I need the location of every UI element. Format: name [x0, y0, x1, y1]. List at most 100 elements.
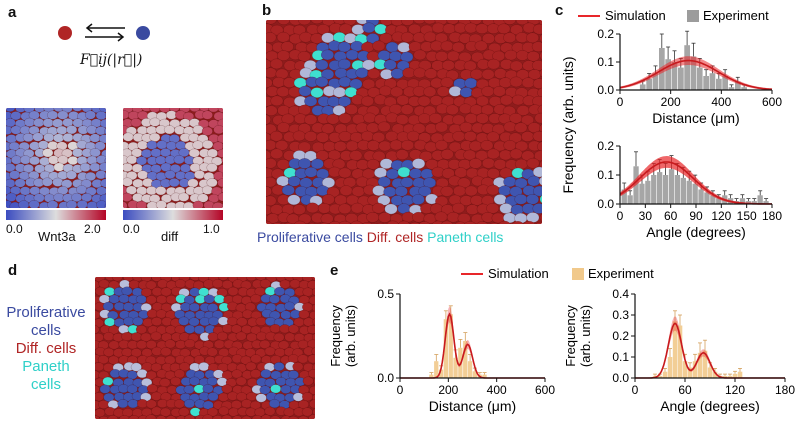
cell	[514, 177, 528, 189]
cell	[526, 50, 540, 62]
simulation-curve	[400, 312, 545, 379]
cell	[95, 126, 106, 136]
y-tick-label: 0.1	[612, 350, 629, 364]
legend-c: Simulation Experiment	[578, 8, 769, 23]
cell	[102, 301, 114, 311]
chart-angle-e: 0 60 120 180 0.0 0.1 0.2 0.3 0.4 Angle (degrees) F…	[565, 287, 795, 414]
cell	[42, 148, 54, 158]
cell	[304, 166, 318, 178]
histogram-bar	[429, 374, 434, 378]
cell	[213, 339, 225, 349]
cell	[344, 104, 359, 115]
cell	[304, 95, 318, 107]
cell	[266, 105, 278, 117]
simulation-band	[620, 56, 772, 90]
cell	[333, 140, 347, 152]
cell	[487, 58, 501, 70]
cell	[270, 58, 284, 70]
cell	[486, 184, 500, 196]
cell	[235, 331, 247, 341]
cell	[127, 399, 139, 409]
cell	[72, 108, 83, 112]
histogram-bar	[651, 175, 657, 204]
diff-field-map	[123, 108, 223, 208]
cell	[503, 20, 517, 25]
cell	[532, 130, 542, 142]
histogram-bar	[657, 172, 663, 204]
cell	[315, 59, 329, 71]
cell	[184, 339, 196, 349]
cell	[220, 186, 223, 194]
x-tick-label: 30	[639, 209, 653, 223]
cell	[212, 141, 223, 151]
cell	[297, 20, 312, 26]
x-tick-label: 200	[438, 383, 458, 397]
cell	[178, 316, 190, 326]
x-axis-title: Distance (μm)	[429, 398, 516, 414]
cell	[307, 354, 315, 364]
cell	[14, 178, 26, 188]
cell	[128, 415, 140, 419]
cell	[197, 193, 209, 203]
x-tick-label: 0	[397, 383, 404, 397]
cell	[509, 148, 523, 160]
cell	[293, 220, 307, 224]
cell	[372, 150, 386, 162]
wnt3a-colorbar-max: 2.0	[84, 222, 101, 236]
cell	[311, 333, 315, 342]
cell	[445, 104, 459, 116]
histogram-bar	[438, 369, 444, 378]
cell	[104, 202, 106, 208]
cell	[504, 49, 518, 61]
cell	[539, 51, 542, 60]
cell	[201, 185, 213, 195]
histogram-bar	[672, 321, 678, 378]
histogram-bar	[434, 361, 439, 378]
cell	[206, 347, 218, 357]
cell	[350, 220, 363, 224]
cell	[503, 32, 517, 44]
cell	[99, 384, 111, 394]
double-arrow-icon	[85, 23, 125, 42]
cell	[385, 41, 399, 53]
histogram-bar	[463, 341, 468, 378]
cell	[423, 20, 437, 25]
cell	[418, 185, 432, 197]
cell	[163, 125, 175, 135]
cell	[95, 384, 100, 394]
ylabel-c: Frequency (arb. units)	[560, 57, 576, 194]
cell	[221, 156, 223, 164]
cell	[221, 202, 223, 208]
cell	[266, 123, 277, 135]
cell	[65, 170, 77, 180]
cell	[283, 407, 295, 417]
cell	[235, 376, 247, 386]
cell	[503, 121, 517, 133]
diff-colorbar-min: 0.0	[123, 222, 140, 236]
histogram-bar	[703, 76, 709, 90]
cell	[377, 176, 391, 188]
histogram-bar	[639, 84, 646, 90]
cell	[440, 40, 454, 52]
cell	[32, 132, 44, 142]
cell	[292, 130, 306, 142]
cell	[56, 125, 68, 135]
cell	[538, 176, 542, 186]
cell	[137, 170, 149, 180]
cell	[245, 277, 257, 282]
cell	[266, 114, 272, 125]
cell	[464, 221, 476, 224]
x-tick-label: 120	[711, 209, 731, 223]
cell	[136, 369, 148, 379]
cell	[372, 40, 386, 52]
cell	[96, 200, 106, 208]
cell	[111, 277, 123, 282]
cell	[523, 220, 536, 224]
cell	[145, 340, 157, 350]
cell	[155, 309, 167, 319]
cell	[306, 324, 315, 335]
cell	[281, 184, 295, 196]
y-tick-label: 0.5	[377, 287, 394, 301]
cell	[188, 302, 200, 312]
cell-layer	[6, 108, 106, 208]
